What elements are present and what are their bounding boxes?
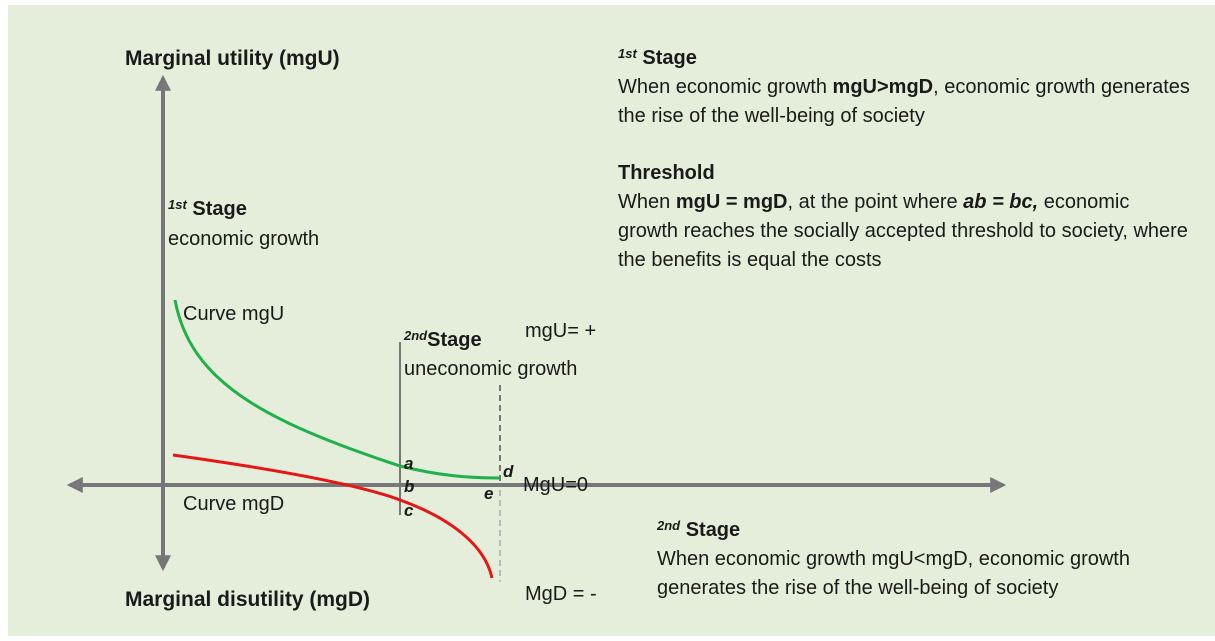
text: , economic growth generates the rise of … bbox=[618, 76, 1190, 127]
text-bold: mgU = mgD bbox=[675, 191, 788, 213]
stage-suffix: nd bbox=[411, 328, 428, 343]
stage-label: 1st Stage bbox=[168, 195, 247, 224]
note-text: When mgU = mgD, at the point where ab = … bbox=[618, 188, 1188, 275]
text-bold: mgU>mgD bbox=[832, 76, 934, 98]
stage-word: Stage bbox=[642, 47, 697, 69]
stage-word: Stage bbox=[192, 198, 247, 220]
curve-mgu bbox=[173, 299, 501, 480]
curve-mgd bbox=[172, 453, 494, 579]
axis-label: Marginal utility (mgU) bbox=[125, 47, 340, 70]
note-text: When economic growth mgU>mgD, economic g… bbox=[618, 73, 1208, 131]
text: When bbox=[618, 191, 676, 213]
stage-number: 1 bbox=[168, 197, 176, 212]
stage-number: 2 bbox=[404, 328, 412, 343]
axis-label: Marginal disutility (mgD) bbox=[125, 588, 371, 611]
diagram: Marginal utility (mgU) Marginal disutili… bbox=[8, 5, 1215, 636]
point-label: c bbox=[404, 501, 414, 520]
stage-number: 1 bbox=[618, 46, 626, 61]
text: , at the point where bbox=[787, 191, 964, 213]
note-heading: 1st Stage bbox=[618, 44, 697, 73]
stage-description: uneconomic growth bbox=[404, 358, 578, 380]
marker-label: MgD = - bbox=[525, 583, 597, 605]
point-label: b bbox=[404, 477, 415, 496]
note-heading: 2nd Stage bbox=[657, 516, 740, 545]
curve-label: Curve mgU bbox=[183, 303, 285, 325]
note-text: When economic growth mgU<mgD, economic g… bbox=[657, 548, 1130, 599]
stage-label: 2ndStage bbox=[404, 326, 482, 355]
text: economic growth reaches the socially acc… bbox=[618, 191, 1188, 271]
stage-suffix: st bbox=[175, 197, 187, 212]
point-label: a bbox=[404, 454, 414, 473]
stage-number: 2 bbox=[657, 518, 665, 533]
note-heading: Threshold bbox=[618, 162, 715, 184]
stage-word: Stage bbox=[427, 329, 482, 351]
text: When economic growth bbox=[618, 76, 833, 98]
curve-label: Curve mgD bbox=[183, 493, 285, 515]
point-label: e bbox=[484, 484, 494, 503]
stage-word: Stage bbox=[685, 519, 741, 541]
point-label: d bbox=[503, 462, 514, 481]
stage-suffix: st bbox=[625, 46, 637, 61]
stage-suffix: nd bbox=[664, 518, 681, 533]
stage-description: economic growth bbox=[168, 228, 320, 250]
text-bold-italic: ab = bc, bbox=[963, 191, 1039, 213]
marker-label: MgU=0 bbox=[523, 474, 589, 496]
marker-label: mgU= + bbox=[525, 320, 597, 342]
